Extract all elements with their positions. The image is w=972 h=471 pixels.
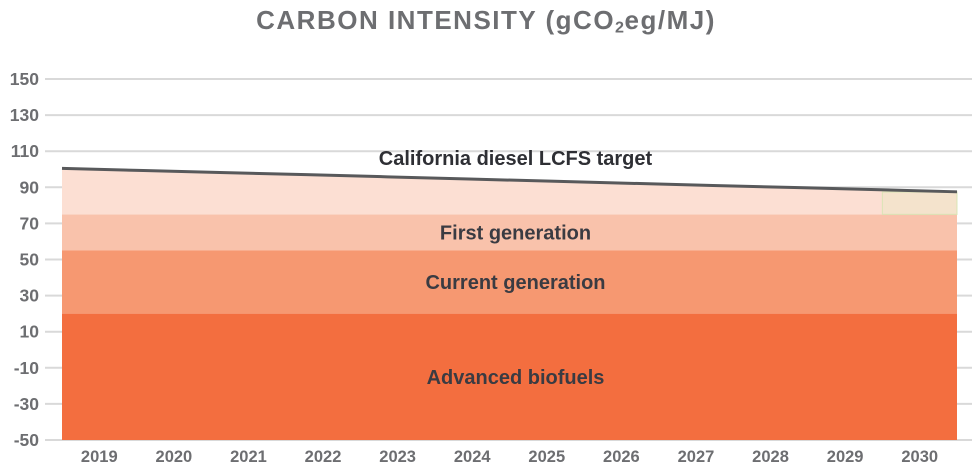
y-axis-tick-label: 110 bbox=[11, 141, 39, 161]
chart-title-text-post: eg/MJ) bbox=[624, 5, 716, 35]
x-axis-tick-label: 2020 bbox=[156, 448, 193, 466]
highlight-2030-segment bbox=[881, 191, 958, 215]
y-axis-tick-label: -50 bbox=[14, 430, 40, 450]
x-axis-tick-label: 2023 bbox=[379, 448, 416, 466]
x-axis-tick-label: 2021 bbox=[230, 448, 267, 466]
area-target-gap bbox=[62, 168, 957, 215]
y-axis-tick-label: -10 bbox=[14, 358, 40, 378]
y-axis-tick-label: 30 bbox=[20, 286, 40, 306]
area-first-generation bbox=[62, 214, 957, 251]
chart-title: CARBON INTENSITY (gCO2eg/MJ) bbox=[0, 0, 972, 40]
y-axis-tick-label: 10 bbox=[20, 322, 40, 342]
y-axis-tick-label: 90 bbox=[20, 177, 40, 197]
y-axis-tick-label: -30 bbox=[14, 394, 40, 414]
label-first-generation: First generation bbox=[440, 222, 591, 244]
x-axis-tick-label: 2025 bbox=[528, 448, 565, 466]
area-current-generation bbox=[62, 250, 957, 314]
label-current-generation: Current generation bbox=[425, 272, 605, 294]
y-axis-tick-label: 130 bbox=[10, 105, 39, 125]
label-advanced-biofuels: Advanced biofuels bbox=[427, 367, 605, 389]
chart-title-subscript: 2 bbox=[615, 18, 625, 37]
x-axis-tick-label: 2027 bbox=[678, 448, 715, 466]
x-axis-tick-label: 2024 bbox=[454, 448, 492, 466]
x-axis-tick-label: 2029 bbox=[827, 448, 864, 466]
x-axis-tick-label: 2028 bbox=[752, 448, 789, 466]
area-advanced-biofuels bbox=[62, 313, 957, 440]
x-axis-tick-label: 2019 bbox=[81, 448, 118, 466]
target-line bbox=[61, 166, 958, 194]
y-axis-tick-label: 150 bbox=[10, 69, 39, 89]
y-axis-tick-label: 70 bbox=[20, 213, 40, 233]
chart-title-text-pre: CARBON INTENSITY (gCO bbox=[256, 5, 616, 35]
x-axis-tick-label: 2030 bbox=[901, 448, 938, 466]
x-axis-tick-label: 2026 bbox=[603, 448, 640, 466]
y-axis-tick-label: 50 bbox=[20, 250, 40, 270]
x-axis-tick-label: 2022 bbox=[305, 448, 342, 466]
label-california-diesel-lcfs-target: California diesel LCFS target bbox=[379, 148, 653, 170]
